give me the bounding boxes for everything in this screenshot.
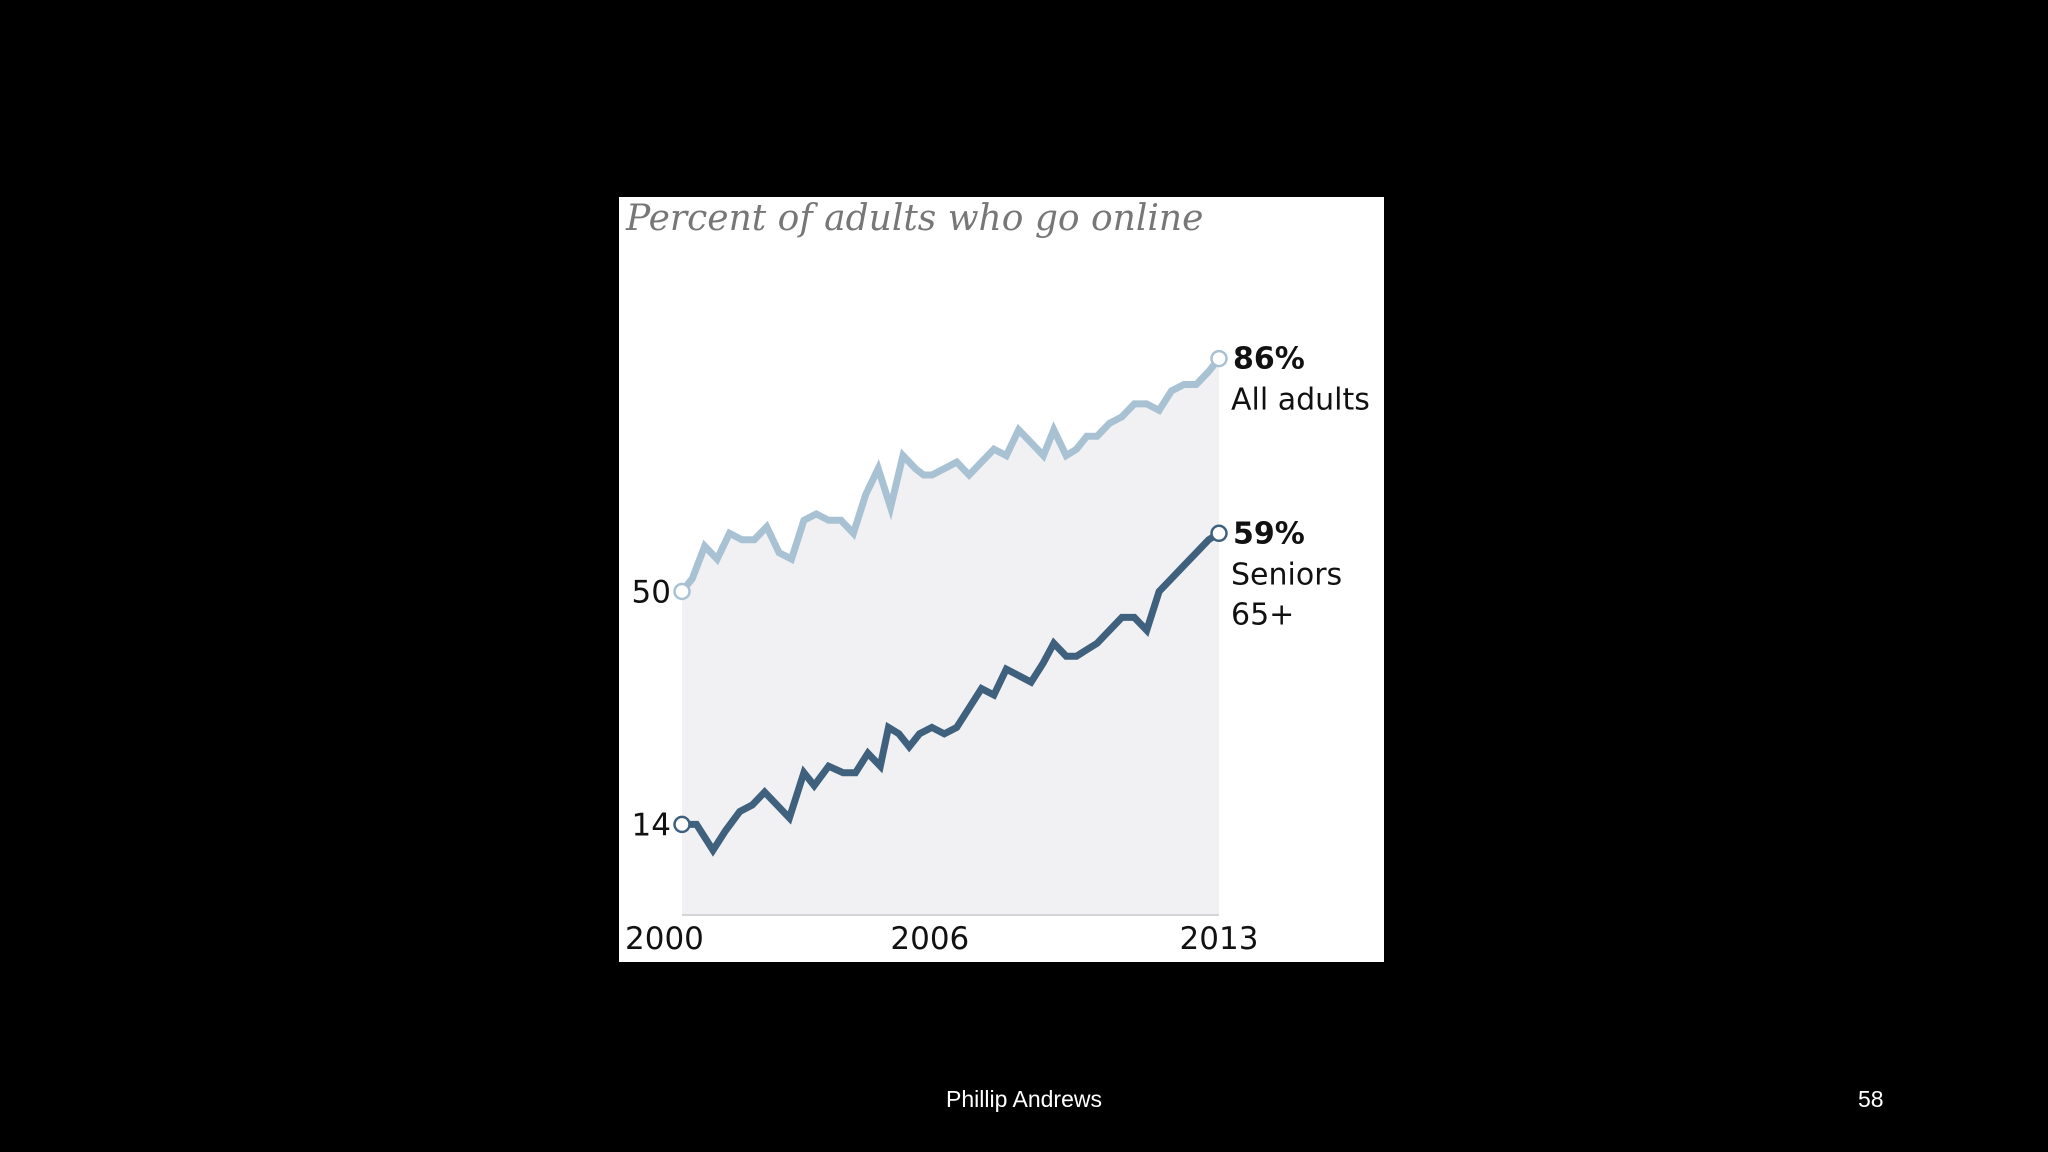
chart-title: Percent of adults who go online [625,198,1203,239]
series-line-all-adults [679,356,1222,594]
shaded-region-upper [682,358,1219,915]
end-value-seniors: 59% [1233,516,1305,551]
plot-area: 50 14 2000 2006 2013 86% All adults 59% Seniors 6… [625,342,1370,957]
end-point-all-adults [1210,349,1228,368]
start-point-all-adults [673,582,691,601]
x-tick-label: 2006 [890,921,969,957]
end-value-all-adults: 86% [1233,342,1305,377]
x-tick-label: 2000 [625,921,704,957]
series-line-seniors [682,530,1221,857]
y-tick-label: 50 [632,575,671,611]
chart-panel: Percent of adults who go online 50 14 2000… [619,197,1384,962]
series-label-seniors: Seniors [1231,557,1342,592]
series-label-seniors: 65+ [1231,597,1294,632]
end-point-seniors [1210,524,1228,543]
series-label-all-adults: All adults [1231,383,1370,418]
start-point-seniors [673,815,691,834]
slide-number: 58 [1858,1086,1884,1112]
y-tick-label: 14 [632,807,671,843]
line-chart: Percent of adults who go online 50 14 2000… [625,198,1370,957]
footer-author: Phillip Andrews [946,1086,1102,1112]
x-tick-label: 2013 [1180,921,1259,957]
